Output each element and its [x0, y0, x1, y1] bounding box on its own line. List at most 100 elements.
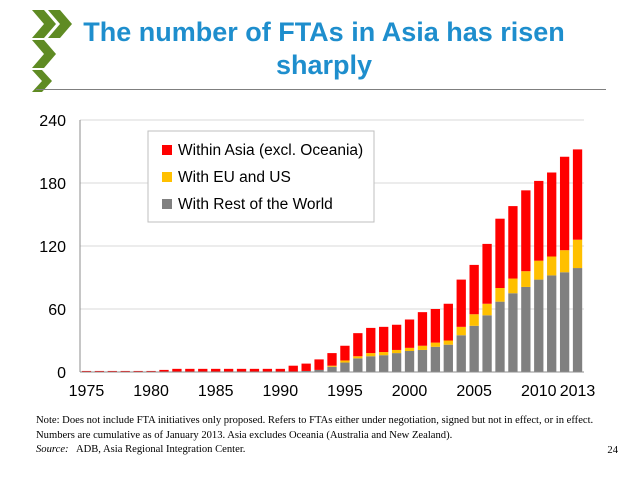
- source-text: ADB, Asia Regional Integration Center.: [75, 444, 246, 455]
- bar-segment: [495, 288, 505, 302]
- x-tick-label: 2000: [392, 383, 428, 400]
- bar-segment: [81, 370, 92, 372]
- bar-segment: [456, 326, 466, 336]
- x-tick-label: 2013: [560, 383, 596, 400]
- bar-segment: [469, 325, 479, 372]
- bar-segment: [508, 278, 518, 294]
- bar-segment: [133, 370, 143, 372]
- bar-segment: [417, 312, 428, 346]
- bar-segment: [391, 353, 402, 372]
- bar-segment: [288, 365, 298, 372]
- bar-segment: [107, 370, 117, 372]
- x-tick-label: 1995: [327, 383, 363, 400]
- bar-segment: [366, 353, 376, 357]
- legend-swatch: [162, 199, 172, 209]
- legend-label: With Rest of the World: [178, 196, 333, 213]
- bar-segment: [379, 355, 389, 372]
- y-tick-labels: 0 60 120 180 240: [39, 113, 66, 382]
- bar-segment: [521, 286, 531, 372]
- bar-segment: [275, 368, 285, 372]
- bar-stack-group: [81, 149, 583, 372]
- bar-segment: [404, 347, 415, 351]
- bar-segment: [508, 293, 518, 372]
- x-tick-labels: 1975 1980 1985 1990 1995 2000 2005 2010 2013: [69, 383, 596, 400]
- bar-segment: [391, 349, 402, 354]
- bar-segment: [534, 260, 544, 280]
- bar-segment: [340, 362, 350, 372]
- page-number: 24: [607, 445, 618, 456]
- legend-label: Within Asia (excl. Oceania): [178, 142, 363, 159]
- bar-segment: [482, 315, 492, 372]
- bar-segment: [327, 353, 337, 366]
- bar-segment: [379, 352, 389, 356]
- bar-segment: [521, 190, 531, 272]
- bar-segment: [262, 368, 273, 372]
- bar-segment: [314, 369, 324, 372]
- bar-segment: [327, 366, 337, 372]
- bar-segment: [301, 363, 311, 371]
- bar-segment: [249, 368, 260, 372]
- bar-segment: [172, 368, 182, 372]
- bar-segment: [366, 356, 376, 372]
- legend-box: [147, 130, 375, 223]
- bar-segment: [521, 271, 531, 287]
- bar-segment: [430, 346, 441, 372]
- x-tick-label: 1980: [133, 383, 169, 400]
- bar-segment: [185, 368, 195, 372]
- bar-segment: [534, 279, 544, 372]
- bar-segment: [430, 342, 441, 347]
- bar-segment: [314, 359, 324, 370]
- bar-segment: [495, 218, 505, 288]
- y-tick-label: 120: [39, 239, 66, 256]
- bar-segment: [211, 368, 221, 372]
- bar-segment: [353, 358, 363, 372]
- bar-segment: [547, 172, 557, 257]
- x-tick-label: 1985: [198, 383, 234, 400]
- bar-segment: [443, 344, 453, 372]
- bar-segment: [159, 369, 169, 372]
- bar-segment: [301, 370, 311, 372]
- bar-segment: [223, 368, 234, 372]
- chart-legend: Within Asia (excl. Oceania) With EU and U…: [147, 130, 375, 223]
- legend-label: With EU and US: [178, 169, 291, 186]
- bar-segment: [404, 351, 415, 372]
- legend-swatch: [162, 145, 172, 155]
- bar-segment: [417, 349, 428, 372]
- bar-segment: [572, 149, 583, 240]
- bar-segment: [482, 303, 492, 316]
- y-tick-label: 180: [39, 176, 66, 193]
- y-tick-label: 60: [48, 302, 66, 319]
- axes: [79, 120, 584, 373]
- bar-segment: [482, 243, 492, 304]
- footnote: Note: Does not include FTA initiatives o…: [36, 414, 616, 458]
- bar-segment: [236, 368, 247, 372]
- x-tick-label: 2010: [521, 383, 557, 400]
- bar-segment: [146, 370, 156, 372]
- bar-segment: [547, 256, 557, 276]
- bar-segment: [443, 303, 453, 341]
- bar-segment: [340, 345, 350, 361]
- bar-segment: [198, 368, 208, 372]
- source-label: Source:: [36, 444, 69, 455]
- y-tick-label: 240: [39, 113, 66, 130]
- bar-segment: [391, 324, 402, 350]
- bar-segment: [120, 370, 130, 372]
- bar-segment: [366, 327, 376, 354]
- y-tick-label: 0: [57, 365, 66, 382]
- bar-segment: [404, 319, 415, 348]
- bar-segment: [547, 275, 557, 372]
- bar-segment: [340, 360, 350, 363]
- bar-segment: [327, 365, 337, 367]
- note-text: Note: Does not include FTA initiatives o…: [36, 415, 594, 441]
- bar-segment: [572, 268, 583, 372]
- bar-segment: [94, 370, 105, 372]
- slide-title: The number of FTAs in Asia has risen sha…: [83, 17, 565, 80]
- title-divider: [36, 89, 606, 90]
- bar-segment: [353, 356, 363, 359]
- bar-segment: [417, 345, 428, 350]
- bar-segment: [443, 340, 453, 345]
- fta-stacked-bar-chart: 0 60 120 180 240 1975 1980 1985 1990 1995 2000 200…: [39, 113, 596, 400]
- bar-segment: [559, 272, 570, 372]
- bar-segment: [534, 180, 544, 261]
- oecd-logo: [32, 10, 72, 92]
